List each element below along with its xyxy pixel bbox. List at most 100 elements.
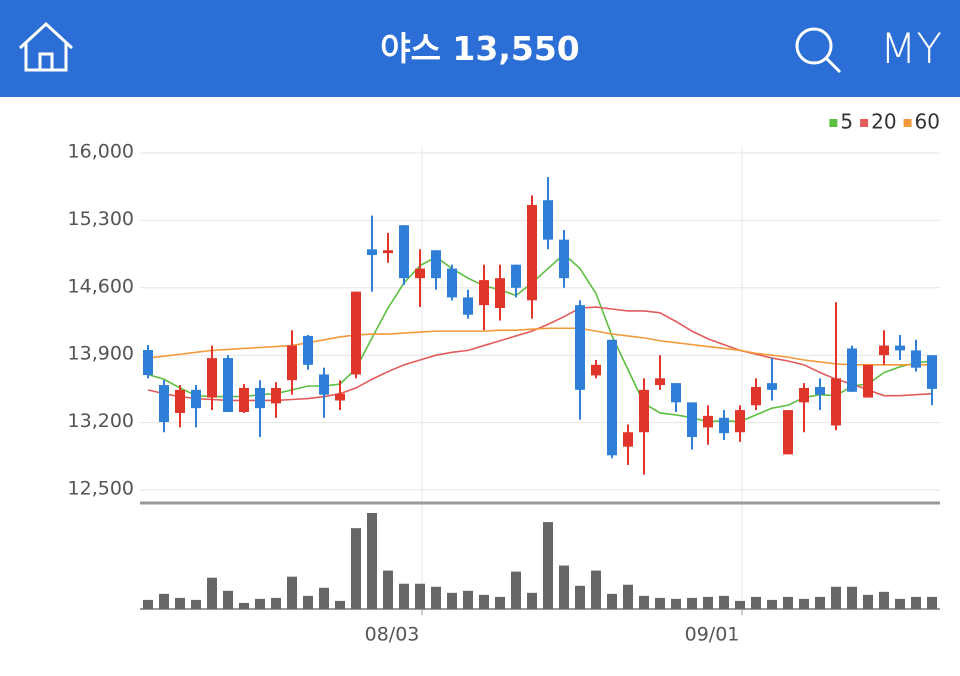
volume-bar xyxy=(175,597,185,609)
candle-body xyxy=(159,385,169,423)
legend-label: 5 xyxy=(840,110,853,134)
y-tick-label: 13,900 xyxy=(68,343,134,365)
volume-bar xyxy=(271,597,281,609)
volume-bar xyxy=(319,587,329,609)
volume-bar xyxy=(287,576,297,609)
volume-bar xyxy=(607,593,617,609)
volume-bar xyxy=(239,602,249,609)
volume-bar xyxy=(431,586,441,609)
volume-bar xyxy=(591,570,601,609)
volume-bar xyxy=(927,596,937,609)
volume-bar xyxy=(335,600,345,609)
volume-bar xyxy=(783,596,793,609)
volume-bar xyxy=(479,594,489,609)
candle-body xyxy=(799,387,809,403)
candle-body xyxy=(831,378,841,426)
volume-bar xyxy=(895,598,905,609)
candle-body xyxy=(207,358,217,398)
volume-bar xyxy=(495,596,505,609)
x-tick-label: 09/01 xyxy=(685,624,740,646)
candle-body xyxy=(367,249,377,256)
y-tick-label: 14,600 xyxy=(68,275,134,297)
volume-bar xyxy=(671,598,681,609)
y-tick-label: 16,000 xyxy=(68,141,134,163)
candle-body xyxy=(527,204,537,301)
volume-bar xyxy=(767,599,777,609)
header: 야스 13,550 MY xyxy=(0,0,960,97)
moving-average-line xyxy=(147,253,933,423)
moving-average-line xyxy=(147,306,933,402)
candle-body xyxy=(335,393,345,401)
volume-bar xyxy=(799,598,809,609)
candle-body xyxy=(543,200,553,240)
candle-body xyxy=(143,350,153,376)
volume-bar xyxy=(207,577,217,609)
candle-body xyxy=(431,250,441,279)
volume-bar xyxy=(719,595,729,609)
candle-body xyxy=(463,297,473,315)
candle-body xyxy=(447,268,457,298)
volume-bar xyxy=(255,598,265,609)
candle-body xyxy=(175,389,185,413)
volume-bar xyxy=(815,596,825,609)
volume-bar xyxy=(511,571,521,609)
candle-body xyxy=(671,383,681,403)
volume-bar xyxy=(447,592,457,609)
volume-bar xyxy=(399,583,409,609)
candle-body xyxy=(607,339,617,456)
candle-body xyxy=(223,358,233,413)
candle-body xyxy=(511,264,521,288)
volume-bar xyxy=(575,585,585,609)
volume-bar xyxy=(559,565,569,609)
candle-body xyxy=(191,389,201,409)
my-button[interactable]: MY xyxy=(880,24,942,73)
candle-body xyxy=(911,350,921,368)
candle-body xyxy=(559,239,569,279)
y-tick-label: 15,300 xyxy=(68,208,134,230)
volume-bar xyxy=(367,513,377,609)
candle-body xyxy=(351,291,361,375)
y-tick-label: 13,200 xyxy=(68,410,134,432)
volume-bar xyxy=(751,596,761,609)
candle-body xyxy=(639,389,649,433)
home-icon[interactable] xyxy=(14,18,84,78)
volume-bar xyxy=(463,590,473,609)
candle-body xyxy=(895,345,905,351)
volume-bar xyxy=(847,586,857,609)
candle-body xyxy=(863,364,873,398)
volume-bar xyxy=(383,570,393,609)
candle-body xyxy=(415,268,425,279)
volume-bar xyxy=(223,590,233,609)
candle-body xyxy=(383,250,393,254)
candle-body xyxy=(719,417,729,434)
legend-swatch xyxy=(860,119,869,127)
volume-bar xyxy=(639,595,649,609)
candle-body xyxy=(591,364,601,376)
legend-label: 20 xyxy=(871,110,896,134)
candle-body xyxy=(287,345,297,381)
candle-body xyxy=(239,387,249,413)
candle-body xyxy=(495,278,505,309)
volume-bar xyxy=(863,594,873,609)
candle-body xyxy=(255,387,265,409)
candle-body xyxy=(271,387,281,404)
volume-bar xyxy=(159,593,169,609)
x-tick-label: 08/03 xyxy=(365,624,420,646)
volume-bar xyxy=(623,584,633,609)
search-icon[interactable] xyxy=(790,20,850,80)
candle-body xyxy=(479,280,489,306)
candle-body xyxy=(783,410,793,455)
volume-bar xyxy=(735,600,745,609)
candle-body xyxy=(751,386,761,406)
candle-body xyxy=(303,335,313,365)
volume-bar xyxy=(687,597,697,609)
volume-bar xyxy=(527,592,537,609)
volume-bar xyxy=(143,599,153,609)
volume-bar xyxy=(543,522,553,609)
volume-bar xyxy=(703,596,713,609)
legend-swatch xyxy=(903,119,912,127)
candle-body xyxy=(319,374,329,395)
y-tick-label: 12,500 xyxy=(68,478,134,500)
volume-bar xyxy=(351,528,361,609)
